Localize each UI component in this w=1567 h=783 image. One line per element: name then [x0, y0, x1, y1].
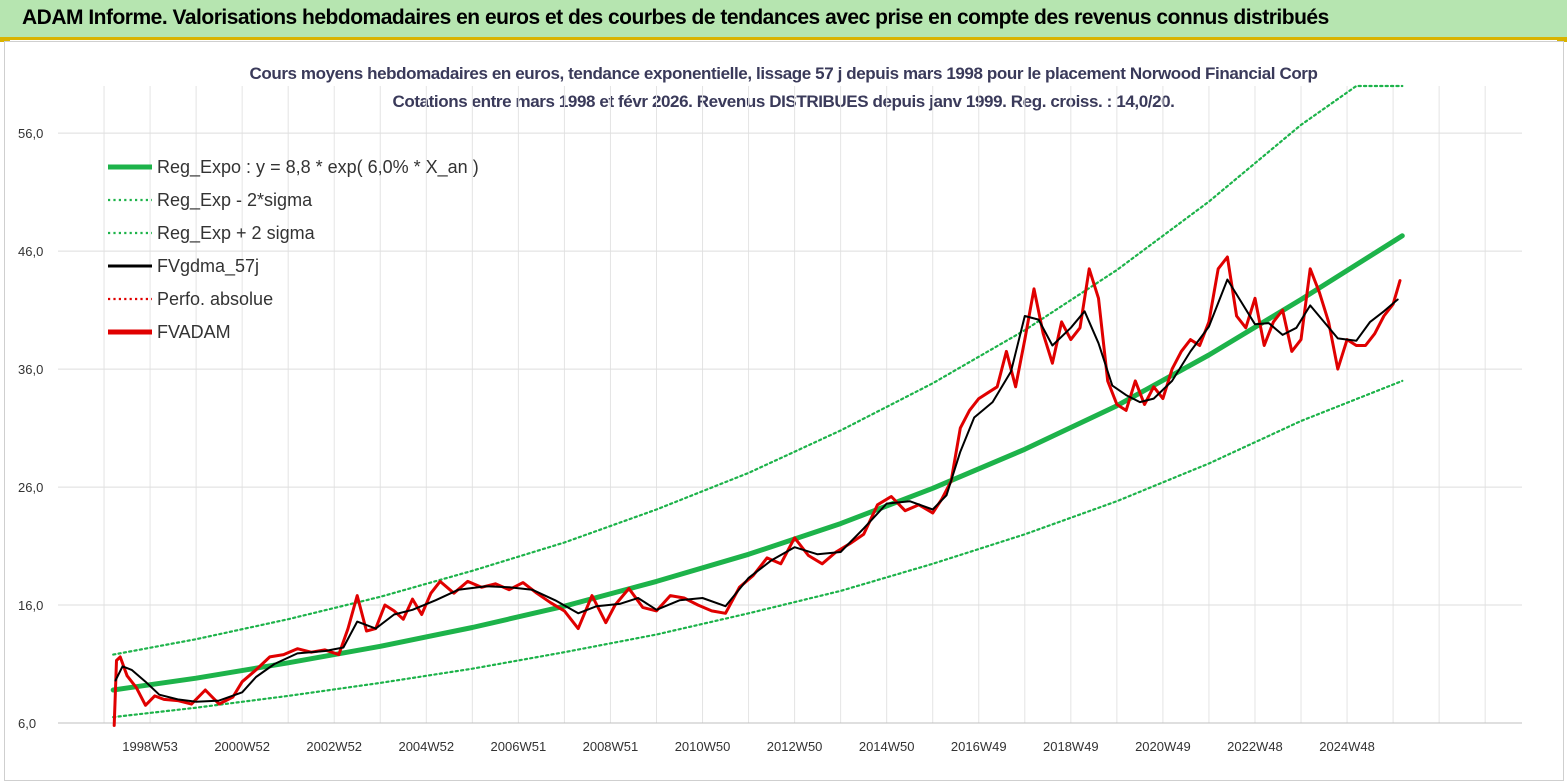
report-banner: ADAM Informe. Valorisations hebdomadaire… [0, 0, 1567, 40]
series-line-1 [112, 379, 1404, 719]
y-tick-label: 6,0 [18, 716, 36, 731]
corner-mark-left [0, 38, 10, 42]
series-line-4 [112, 255, 1402, 727]
chart-subtitle: Cotations entre mars 1998 et févr 2026. … [392, 92, 1175, 111]
legend-label: Reg_Exp - 2*sigma [157, 190, 313, 211]
x-tick-label: 2008W51 [583, 739, 639, 754]
x-tick-label: 2024W48 [1319, 739, 1375, 754]
x-tick-label: 2022W48 [1227, 739, 1283, 754]
chart-title: Cours moyens hebdomadaires en euros, ten… [249, 64, 1318, 83]
axis-labels: 6,0 16,0 26,0 36,0 46,0 56,0 1998W53 2000W52 200… [18, 126, 1375, 754]
legend-label: FVADAM [157, 322, 231, 342]
report-title: ADAM Informe. Valorisations hebdomadaire… [22, 6, 1329, 29]
x-tick-label: 2018W49 [1043, 739, 1099, 754]
legend-label: Reg_Expo : y = 8,8 * exp( 6,0% * X_an ) [157, 157, 479, 178]
series-line-2 [112, 84, 1404, 656]
x-tick-label: 2004W52 [398, 739, 454, 754]
chart-frame [4, 41, 1564, 781]
x-tick-label: 2016W49 [951, 739, 1007, 754]
series-line-3 [114, 278, 1399, 703]
x-tick-label: 2010W50 [675, 739, 731, 754]
x-tick-label: 2000W52 [214, 739, 270, 754]
y-tick-label: 26,0 [18, 480, 43, 495]
x-tick-label: 2002W52 [306, 739, 362, 754]
chart-legend: Reg_Expo : y = 8,8 * exp( 6,0% * X_an ) R… [108, 157, 479, 342]
chart-grid [58, 86, 1522, 724]
legend-label: Perfo. absolue [157, 289, 273, 309]
y-tick-label: 56,0 [18, 126, 43, 141]
x-tick-label: 2006W51 [491, 739, 547, 754]
series-layer [110, 84, 1405, 727]
y-tick-label: 46,0 [18, 244, 43, 259]
x-tick-label: 2014W50 [859, 739, 915, 754]
x-tick-label: 1998W53 [122, 739, 178, 754]
y-tick-label: 16,0 [18, 598, 43, 613]
legend-label: FVgdma_57j [157, 256, 259, 277]
x-tick-label: 2012W50 [767, 739, 823, 754]
legend-label: Reg_Exp + 2 sigma [157, 223, 316, 244]
y-tick-label: 36,0 [18, 362, 43, 377]
corner-mark-right [1557, 38, 1567, 42]
x-tick-label: 2020W49 [1135, 739, 1191, 754]
